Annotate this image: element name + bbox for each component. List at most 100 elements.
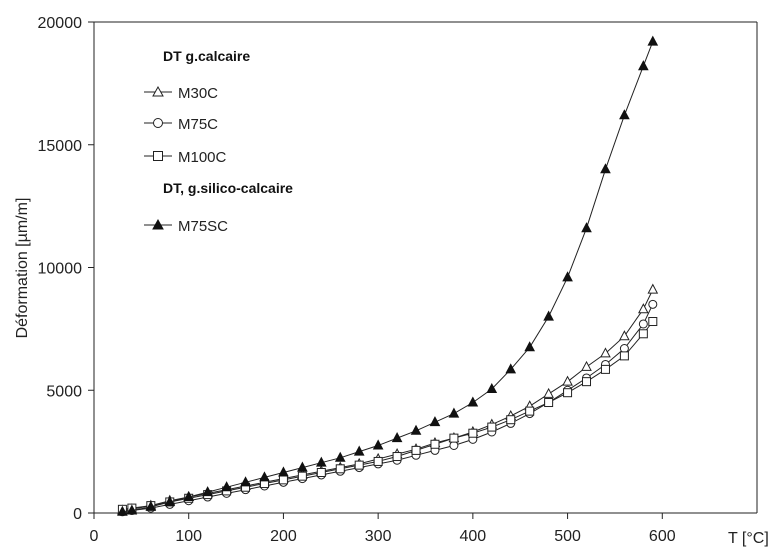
data-point-m75sc — [202, 486, 213, 497]
y-tick-label: 10000 — [38, 261, 83, 278]
data-point-m100c — [430, 439, 440, 449]
data-point-m100c — [373, 456, 383, 466]
data-point-m100c — [392, 452, 402, 462]
data-point-m100c — [316, 467, 326, 477]
data-point-m75sc — [372, 439, 384, 450]
x-axis-ticks: 0 100 200 300 400 500 600 — [90, 513, 676, 545]
data-point-m100c — [335, 464, 345, 474]
data-point-m75c — [619, 344, 629, 354]
y-axis-ticks: 0 5000 10000 15000 20000 — [38, 15, 94, 523]
data-point-m100c — [297, 471, 307, 481]
data-point-m100c — [506, 415, 516, 425]
x-tick-label: 300 — [365, 528, 392, 545]
y-tick-label: 20000 — [38, 15, 83, 32]
data-point-m100c — [638, 329, 648, 339]
series-layer — [117, 35, 659, 517]
data-point-m30c — [543, 387, 554, 398]
legend-item-m75sc: M75SC — [144, 218, 228, 235]
series-line-m75sc — [122, 41, 654, 513]
data-point-m100c — [449, 433, 459, 443]
data-point-m100c — [544, 398, 554, 408]
series-m30c — [117, 283, 659, 515]
data-point-m75sc — [117, 505, 128, 516]
legend: DT g.calcaire M30C M75C M100C DT, g.sili… — [144, 48, 293, 235]
legend-label-m75c: M75C — [178, 116, 218, 133]
data-point-m75sc — [315, 456, 327, 467]
data-point-m100c — [411, 445, 421, 455]
data-point-m75sc — [221, 481, 232, 492]
data-point-m75c — [648, 299, 658, 309]
data-point-m75sc — [429, 416, 441, 427]
data-point-m75sc — [353, 445, 365, 456]
data-point-m75sc — [391, 432, 403, 443]
data-point-m100c — [354, 460, 364, 470]
x-tick-label: 600 — [649, 528, 676, 545]
legend-item-m100c: M100C — [144, 149, 227, 166]
legend-heading-silico-calcaire: DT, g.silico-calcaire — [163, 180, 293, 196]
data-point-m75sc — [448, 407, 460, 418]
triangle-open-icon — [152, 85, 164, 97]
data-point-m75sc — [638, 60, 649, 71]
data-point-m30c — [619, 330, 630, 341]
x-tick-label: 500 — [554, 528, 581, 545]
data-point-m75sc — [647, 35, 659, 46]
data-point-m75sc — [505, 363, 517, 374]
data-point-m100c — [278, 475, 288, 485]
series-m75c — [117, 299, 658, 517]
data-point-m30c — [581, 360, 592, 371]
legend-item-m30c: M30C — [144, 85, 218, 102]
data-point-m75sc — [145, 500, 157, 511]
data-point-m75sc — [259, 471, 270, 482]
square-open-icon — [153, 151, 163, 161]
data-point-m100c — [563, 388, 573, 398]
series-line-m75c — [122, 304, 654, 513]
data-point-m100c — [600, 364, 610, 374]
legend-heading-calcaire: DT g.calcaire — [163, 48, 250, 64]
data-point-m75sc — [410, 424, 422, 435]
y-tick-label: 0 — [73, 506, 82, 523]
series-m100c — [117, 317, 658, 514]
series-line-m30c — [122, 289, 654, 511]
legend-label-m30c: M30C — [178, 85, 218, 102]
data-point-m75sc — [524, 341, 536, 352]
data-point-m75sc — [240, 476, 251, 487]
y-tick-label: 15000 — [38, 138, 83, 155]
data-point-m100c — [468, 428, 478, 438]
data-point-m30c — [562, 375, 573, 386]
data-point-m75sc — [562, 271, 573, 282]
data-point-m30c — [638, 303, 649, 314]
data-point-m75c — [638, 319, 648, 329]
data-point-m75sc — [581, 222, 592, 233]
legend-label-m75sc: M75SC — [178, 218, 228, 235]
data-point-m75sc — [297, 461, 308, 472]
y-tick-label: 5000 — [46, 383, 82, 400]
x-axis-label: T [°C] — [728, 530, 769, 547]
data-point-m75sc — [619, 109, 630, 120]
data-point-m75sc — [183, 490, 195, 502]
data-point-m100c — [582, 377, 592, 387]
plot-area-frame — [93, 21, 758, 514]
x-tick-label: 100 — [175, 528, 202, 545]
legend-label-m100c: M100C — [178, 149, 227, 166]
data-point-m30c — [647, 283, 659, 294]
data-point-m75c — [449, 440, 459, 450]
data-point-m100c — [648, 317, 658, 327]
data-point-m100c — [487, 422, 497, 432]
series-line-m100c — [122, 321, 654, 510]
x-tick-label: 400 — [460, 528, 487, 545]
data-point-m100c — [619, 351, 629, 361]
data-point-m100c — [525, 406, 535, 416]
data-point-m75sc — [486, 382, 498, 394]
y-axis-label: Déformation [µm/m] — [14, 198, 31, 339]
series-m75sc — [117, 35, 659, 516]
data-point-m30c — [600, 347, 611, 358]
data-point-m75sc — [334, 451, 346, 462]
data-point-m75sc — [467, 396, 479, 407]
data-point-m75sc — [126, 504, 138, 515]
x-tick-label: 200 — [270, 528, 297, 545]
circle-open-icon — [153, 118, 163, 128]
data-point-m75sc — [164, 495, 176, 506]
data-point-m75sc — [543, 310, 554, 321]
triangle-filled-icon — [152, 218, 164, 230]
